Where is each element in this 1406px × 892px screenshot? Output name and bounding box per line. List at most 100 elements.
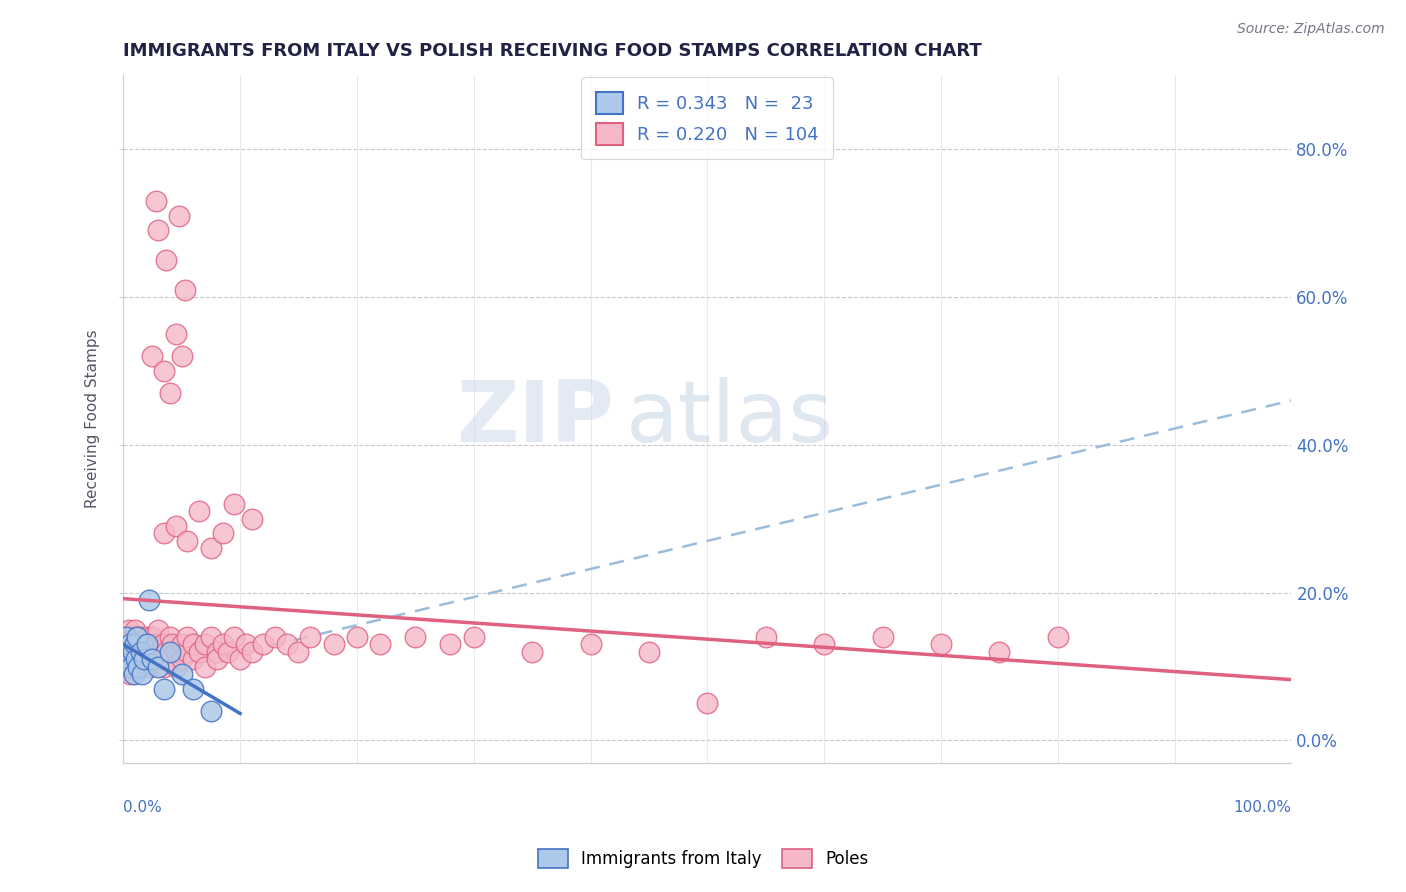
Point bbox=[139, 659, 162, 673]
Point bbox=[134, 652, 156, 666]
Point bbox=[153, 526, 176, 541]
Point bbox=[117, 659, 139, 673]
Point bbox=[155, 252, 177, 267]
Point bbox=[148, 645, 170, 659]
Point bbox=[138, 637, 160, 651]
Point bbox=[211, 526, 233, 541]
Point bbox=[224, 630, 246, 644]
Text: 0.0%: 0.0% bbox=[124, 799, 162, 814]
Point bbox=[165, 659, 187, 673]
Point bbox=[129, 630, 152, 644]
Y-axis label: Receiving Food Stamps: Receiving Food Stamps bbox=[86, 330, 100, 508]
Point bbox=[287, 645, 309, 659]
Point bbox=[235, 637, 257, 651]
Point bbox=[153, 681, 176, 696]
Point bbox=[145, 194, 167, 208]
Point bbox=[141, 349, 163, 363]
Point bbox=[200, 704, 222, 718]
Point bbox=[1046, 630, 1069, 644]
Point bbox=[120, 637, 142, 651]
Point bbox=[188, 504, 211, 518]
Point bbox=[114, 637, 136, 651]
Point bbox=[128, 645, 150, 659]
Point bbox=[322, 637, 344, 651]
Text: ZIP: ZIP bbox=[456, 377, 614, 460]
Point bbox=[152, 637, 174, 651]
Point bbox=[122, 659, 145, 673]
Point bbox=[135, 637, 157, 651]
Point bbox=[696, 697, 718, 711]
Point bbox=[264, 630, 287, 644]
Point bbox=[579, 637, 602, 651]
Point bbox=[122, 637, 145, 651]
Point bbox=[252, 637, 274, 651]
Point bbox=[165, 519, 187, 533]
Text: IMMIGRANTS FROM ITALY VS POLISH RECEIVING FOOD STAMPS CORRELATION CHART: IMMIGRANTS FROM ITALY VS POLISH RECEIVIN… bbox=[124, 42, 981, 60]
Point bbox=[127, 659, 149, 673]
Point bbox=[124, 637, 146, 651]
Point bbox=[181, 637, 204, 651]
Point bbox=[162, 637, 184, 651]
Point bbox=[142, 652, 165, 666]
Text: 100.0%: 100.0% bbox=[1233, 799, 1292, 814]
Point bbox=[120, 659, 142, 673]
Point bbox=[141, 645, 163, 659]
Point bbox=[115, 637, 138, 651]
Point bbox=[135, 652, 157, 666]
Point bbox=[134, 645, 156, 659]
Point bbox=[159, 645, 181, 659]
Point bbox=[120, 667, 142, 681]
Point bbox=[176, 630, 198, 644]
Point bbox=[124, 623, 146, 637]
Point bbox=[169, 209, 191, 223]
Point bbox=[181, 681, 204, 696]
Point bbox=[165, 326, 187, 341]
Point bbox=[240, 512, 263, 526]
Point bbox=[131, 667, 153, 681]
Point bbox=[165, 645, 187, 659]
Point bbox=[148, 623, 170, 637]
Point bbox=[117, 630, 139, 644]
Point bbox=[120, 637, 142, 651]
Point bbox=[188, 645, 211, 659]
Point bbox=[115, 652, 138, 666]
Point bbox=[159, 630, 181, 644]
Point bbox=[176, 645, 198, 659]
Point bbox=[118, 645, 141, 659]
Point bbox=[125, 630, 148, 644]
Point bbox=[205, 652, 228, 666]
Point bbox=[159, 652, 181, 666]
Point bbox=[118, 623, 141, 637]
Point bbox=[112, 630, 135, 644]
Point bbox=[299, 630, 322, 644]
Point bbox=[135, 630, 157, 644]
Point bbox=[463, 630, 485, 644]
Point bbox=[114, 645, 136, 659]
Point bbox=[127, 659, 149, 673]
Point bbox=[149, 652, 172, 666]
Point bbox=[170, 349, 193, 363]
Point bbox=[813, 637, 835, 651]
Point bbox=[205, 645, 228, 659]
Point bbox=[159, 386, 181, 401]
Point bbox=[194, 637, 217, 651]
Text: atlas: atlas bbox=[626, 377, 834, 460]
Point bbox=[404, 630, 426, 644]
Point bbox=[129, 659, 152, 673]
Point bbox=[127, 637, 149, 651]
Point bbox=[114, 630, 136, 644]
Point bbox=[439, 637, 461, 651]
Legend: R = 0.343   N =  23, R = 0.220   N = 104: R = 0.343 N = 23, R = 0.220 N = 104 bbox=[581, 78, 834, 160]
Point bbox=[141, 652, 163, 666]
Point bbox=[124, 652, 146, 666]
Point bbox=[125, 652, 148, 666]
Point bbox=[176, 533, 198, 548]
Point bbox=[121, 630, 143, 644]
Point bbox=[132, 652, 155, 666]
Point bbox=[121, 645, 143, 659]
Point bbox=[153, 659, 176, 673]
Legend: Immigrants from Italy, Poles: Immigrants from Italy, Poles bbox=[531, 842, 875, 875]
Point bbox=[125, 645, 148, 659]
Point bbox=[194, 659, 217, 673]
Point bbox=[129, 645, 152, 659]
